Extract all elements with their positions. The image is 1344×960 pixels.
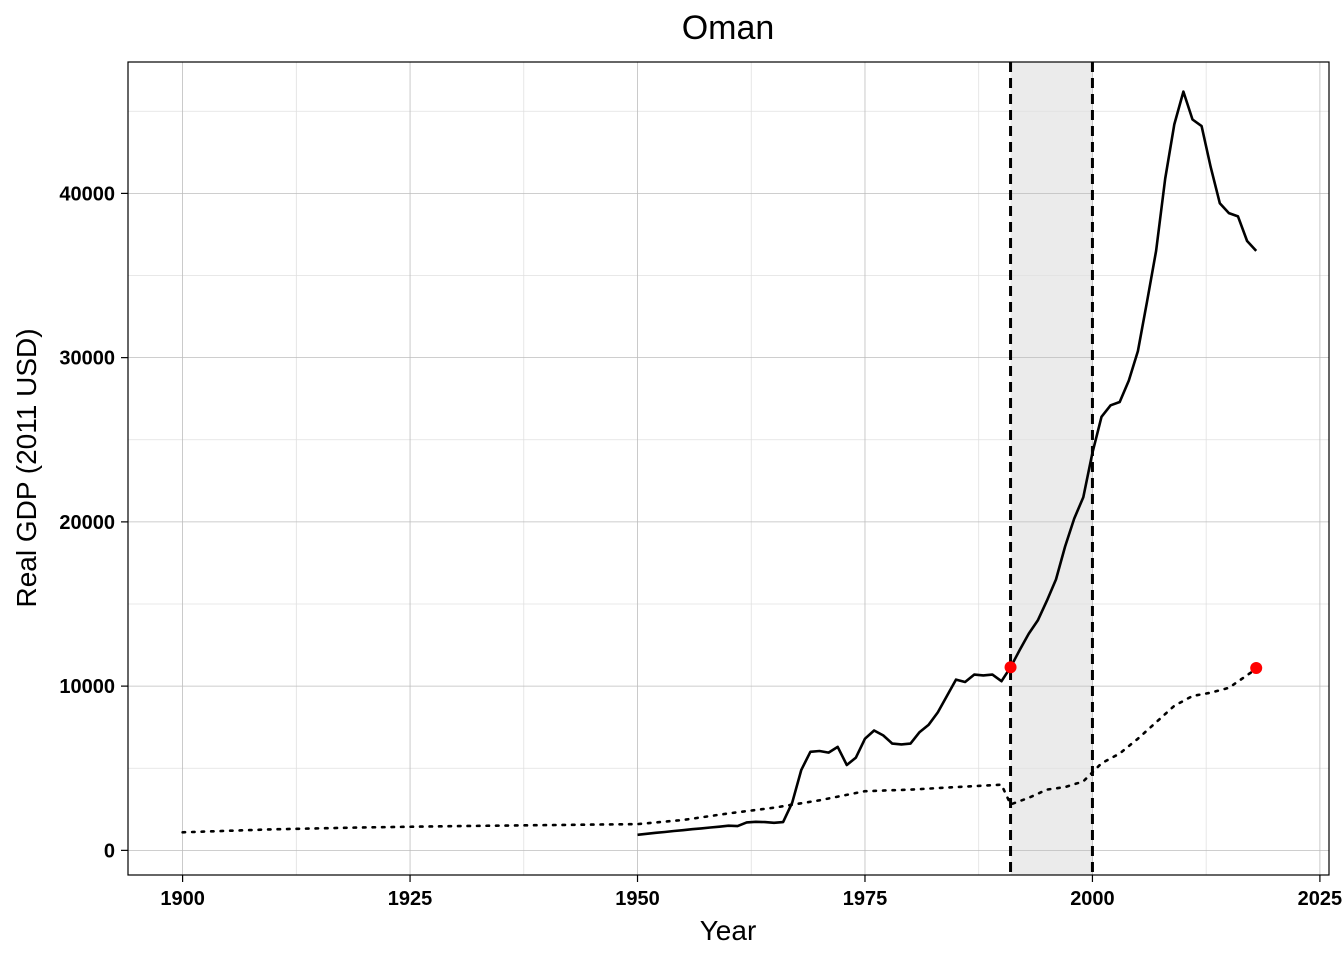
highlight-point — [1004, 661, 1017, 674]
y-tick-label: 0 — [104, 840, 115, 862]
x-tick-label: 2025 — [1298, 888, 1343, 910]
y-tick-label: 10000 — [59, 676, 115, 698]
x-tick-label: 2000 — [1070, 888, 1115, 910]
x-tick-label: 1950 — [615, 888, 660, 910]
y-tick-label: 40000 — [59, 183, 115, 205]
chart-title: Oman — [682, 9, 775, 47]
plot-frame — [127, 61, 1330, 876]
vertical-reference-lines — [1009, 62, 1094, 875]
x-tick-label: 1900 — [160, 888, 205, 910]
y-tick-label: 20000 — [59, 512, 115, 534]
plot-area — [128, 62, 1329, 875]
y-axis-title: Real GDP (2011 USD) — [11, 328, 42, 607]
highlight-points — [1004, 661, 1263, 675]
shaded-period-rect — [1010, 62, 1093, 875]
shaded-period — [1010, 62, 1093, 875]
x-axis-ticks: 1900 1925 1950 1975 2000 2025 — [160, 875, 1342, 910]
plot-border — [127, 61, 1330, 876]
y-axis-ticks: 0 10000 20000 30000 40000 — [59, 183, 128, 862]
y-tick-label: 30000 — [59, 348, 115, 370]
x-tick-label: 1975 — [843, 888, 888, 910]
plot-background — [128, 62, 1329, 875]
x-tick-label: 1925 — [388, 888, 433, 910]
dotted-series-line — [181, 667, 1258, 834]
solid-series-line — [637, 90, 1258, 837]
series — [181, 90, 1258, 837]
highlight-point — [1250, 662, 1263, 675]
x-axis-title: Year — [700, 915, 757, 946]
